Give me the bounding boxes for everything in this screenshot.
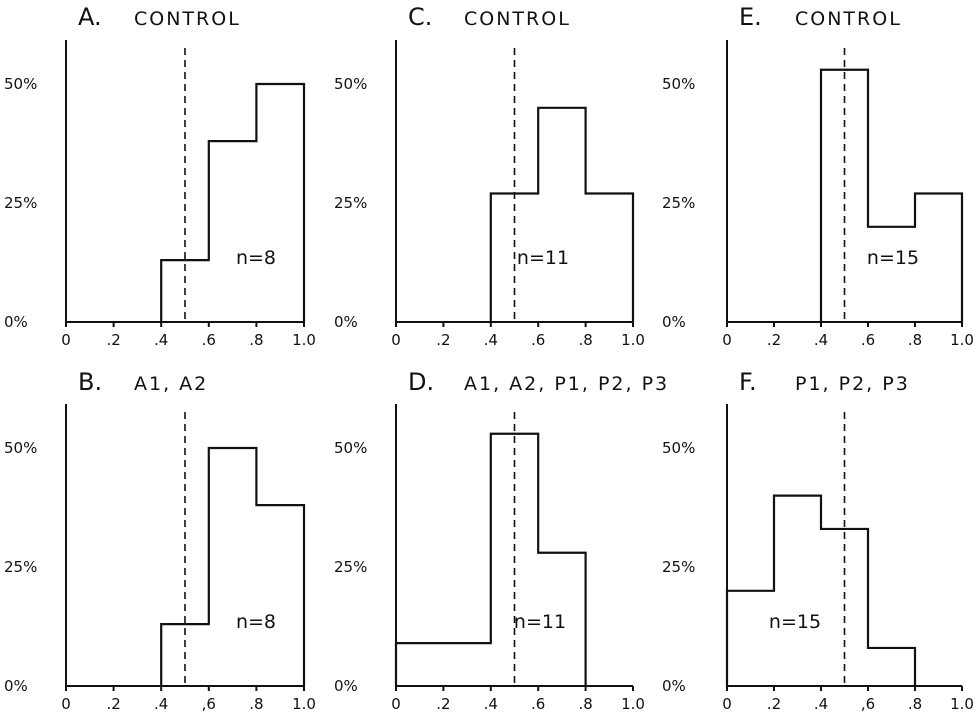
panel-f-title: P1, P2, P3 (795, 373, 910, 395)
panel-b-n-annotation: n=8 (236, 611, 276, 633)
panel-e-xtick-label: .2 (767, 331, 781, 349)
panel-c-bar (538, 108, 585, 322)
panel-e-xtick-label: .8 (908, 331, 922, 349)
panel-b-xtick-label: .8 (249, 695, 263, 713)
panel-e-letter: E. (739, 3, 762, 31)
panel-c-ytick-label: 0% (334, 313, 358, 331)
panel-f-xtick-label: .2 (767, 695, 781, 713)
panel-a-ytick-label: 50% (4, 75, 37, 93)
panel-b-xtick-label: .2 (106, 695, 120, 713)
panel-d-bar (443, 643, 490, 686)
panel-a-title: CONTROL (134, 8, 241, 30)
panel-e-bar (915, 193, 962, 322)
panel-b-title: A1, A2 (134, 373, 208, 395)
panel-f-ytick-label: 50% (662, 439, 695, 457)
panel-a-ytick-label: 25% (4, 194, 37, 212)
panel-a-xtick-label: .8 (249, 331, 263, 349)
panel-c-bar (586, 193, 633, 322)
panel-f-bar (727, 591, 774, 686)
panel-c-histogram-outline (489, 106, 635, 322)
panel-a-bar (256, 84, 304, 322)
panel-b-ytick-label: 50% (4, 439, 37, 457)
panel-f-xtick-label: .8 (908, 695, 922, 713)
panel-c-xtick-label: .8 (578, 331, 592, 349)
panel-a-xtick-label: 0 (61, 331, 71, 349)
panel-e-xtick-label: .4 (814, 331, 828, 349)
panel-d-bar (396, 643, 443, 686)
panel-f-letter: F. (739, 368, 757, 396)
panel-d-ytick-label: 25% (334, 558, 367, 576)
panel-d-xtick-label: .4 (484, 695, 498, 713)
panel-e-ytick-label: 50% (662, 75, 695, 93)
panel-c-xtick-label: 1.0 (621, 331, 645, 349)
panel-d-ytick-label: 0% (334, 677, 358, 695)
panel-c-ytick-label: 50% (334, 75, 367, 93)
panel-a-xtick-label: .6 (202, 331, 216, 349)
panel-b-xtick-label: 0 (61, 695, 71, 713)
panel-b-letter: B. (78, 368, 102, 396)
panel-f-xtick-label: ,6 (861, 695, 875, 713)
panel-c-ytick-label: 25% (334, 194, 367, 212)
panel-f-xtick-label: .4 (814, 695, 828, 713)
panel-e-title: CONTROL (795, 8, 902, 30)
panel-c-xtick-label: .4 (484, 331, 498, 349)
panel-d-xtick-label: .6 (531, 695, 545, 713)
panel-d-n-annotation: n=11 (514, 611, 566, 633)
panel-d-histogram-outline (394, 432, 587, 686)
panel-f-histogram-outline (725, 494, 917, 686)
panel-f-xtick-label: 1.0 (950, 695, 974, 713)
panel-a-bar (209, 141, 257, 322)
panel-e-xtick-label: 1.0 (950, 331, 974, 349)
panel-d-letter: D. (408, 368, 434, 396)
panel-d-xtick-label: .2 (436, 695, 450, 713)
panel-d-xtick-label: 1.0 (621, 695, 645, 713)
panel-e-bar (868, 227, 915, 322)
panel-f-bar (774, 496, 821, 686)
panel-e-ytick-label: 0% (662, 313, 686, 331)
panel-e-histogram-outline (819, 68, 964, 322)
panel-b-bar (256, 505, 304, 686)
panel-a-n-annotation: n=8 (236, 247, 276, 269)
panel-f-ytick-label: 25% (662, 558, 695, 576)
panel-a-histogram-outline (160, 82, 306, 322)
panel-f-bar (868, 648, 915, 686)
panel-c-xtick-label: .6 (531, 331, 545, 349)
panel-b-xtick-label: ,6 (202, 695, 216, 713)
panel-a-xtick-label: 1.0 (292, 331, 316, 349)
panel-e-ytick-label: 25% (662, 194, 695, 212)
panel-c-n-annotation: n=11 (517, 247, 569, 269)
panel-e-n-annotation: n=15 (867, 247, 919, 269)
panel-b-histogram-outline (160, 446, 306, 686)
panel-c-xtick-label: .2 (436, 331, 450, 349)
panel-d-xtick-label: 0 (391, 695, 401, 713)
panel-a-ytick-label: 0% (4, 313, 28, 331)
panel-b-xtick-label: 1.0 (292, 695, 316, 713)
panel-a-xtick-label: .2 (106, 331, 120, 349)
panel-c-letter: C. (408, 3, 432, 31)
panel-f-ytick-label: 0% (662, 677, 686, 695)
panel-c-title: CONTROL (464, 8, 571, 30)
panel-c-xtick-label: 0 (391, 331, 401, 349)
panel-a-letter: A. (78, 3, 102, 31)
panel-b-xtick-label: .4 (154, 695, 168, 713)
panel-d-xtick-label: .8 (578, 695, 592, 713)
panel-d-ytick-label: 50% (334, 439, 367, 457)
panel-b-ytick-label: 0% (4, 677, 28, 695)
panel-f-n-annotation: n=15 (769, 611, 821, 633)
panel-e-xtick-label: .6 (861, 331, 875, 349)
panel-e-xtick-label: 0 (722, 331, 732, 349)
panel-d-title: A1, A2, P1, P2, P3 (464, 373, 669, 395)
panel-b-ytick-label: 25% (4, 558, 37, 576)
panel-b-bar (209, 448, 257, 686)
panel-f-xtick-label: 0 (722, 695, 732, 713)
panel-a-xtick-label: .4 (154, 331, 168, 349)
